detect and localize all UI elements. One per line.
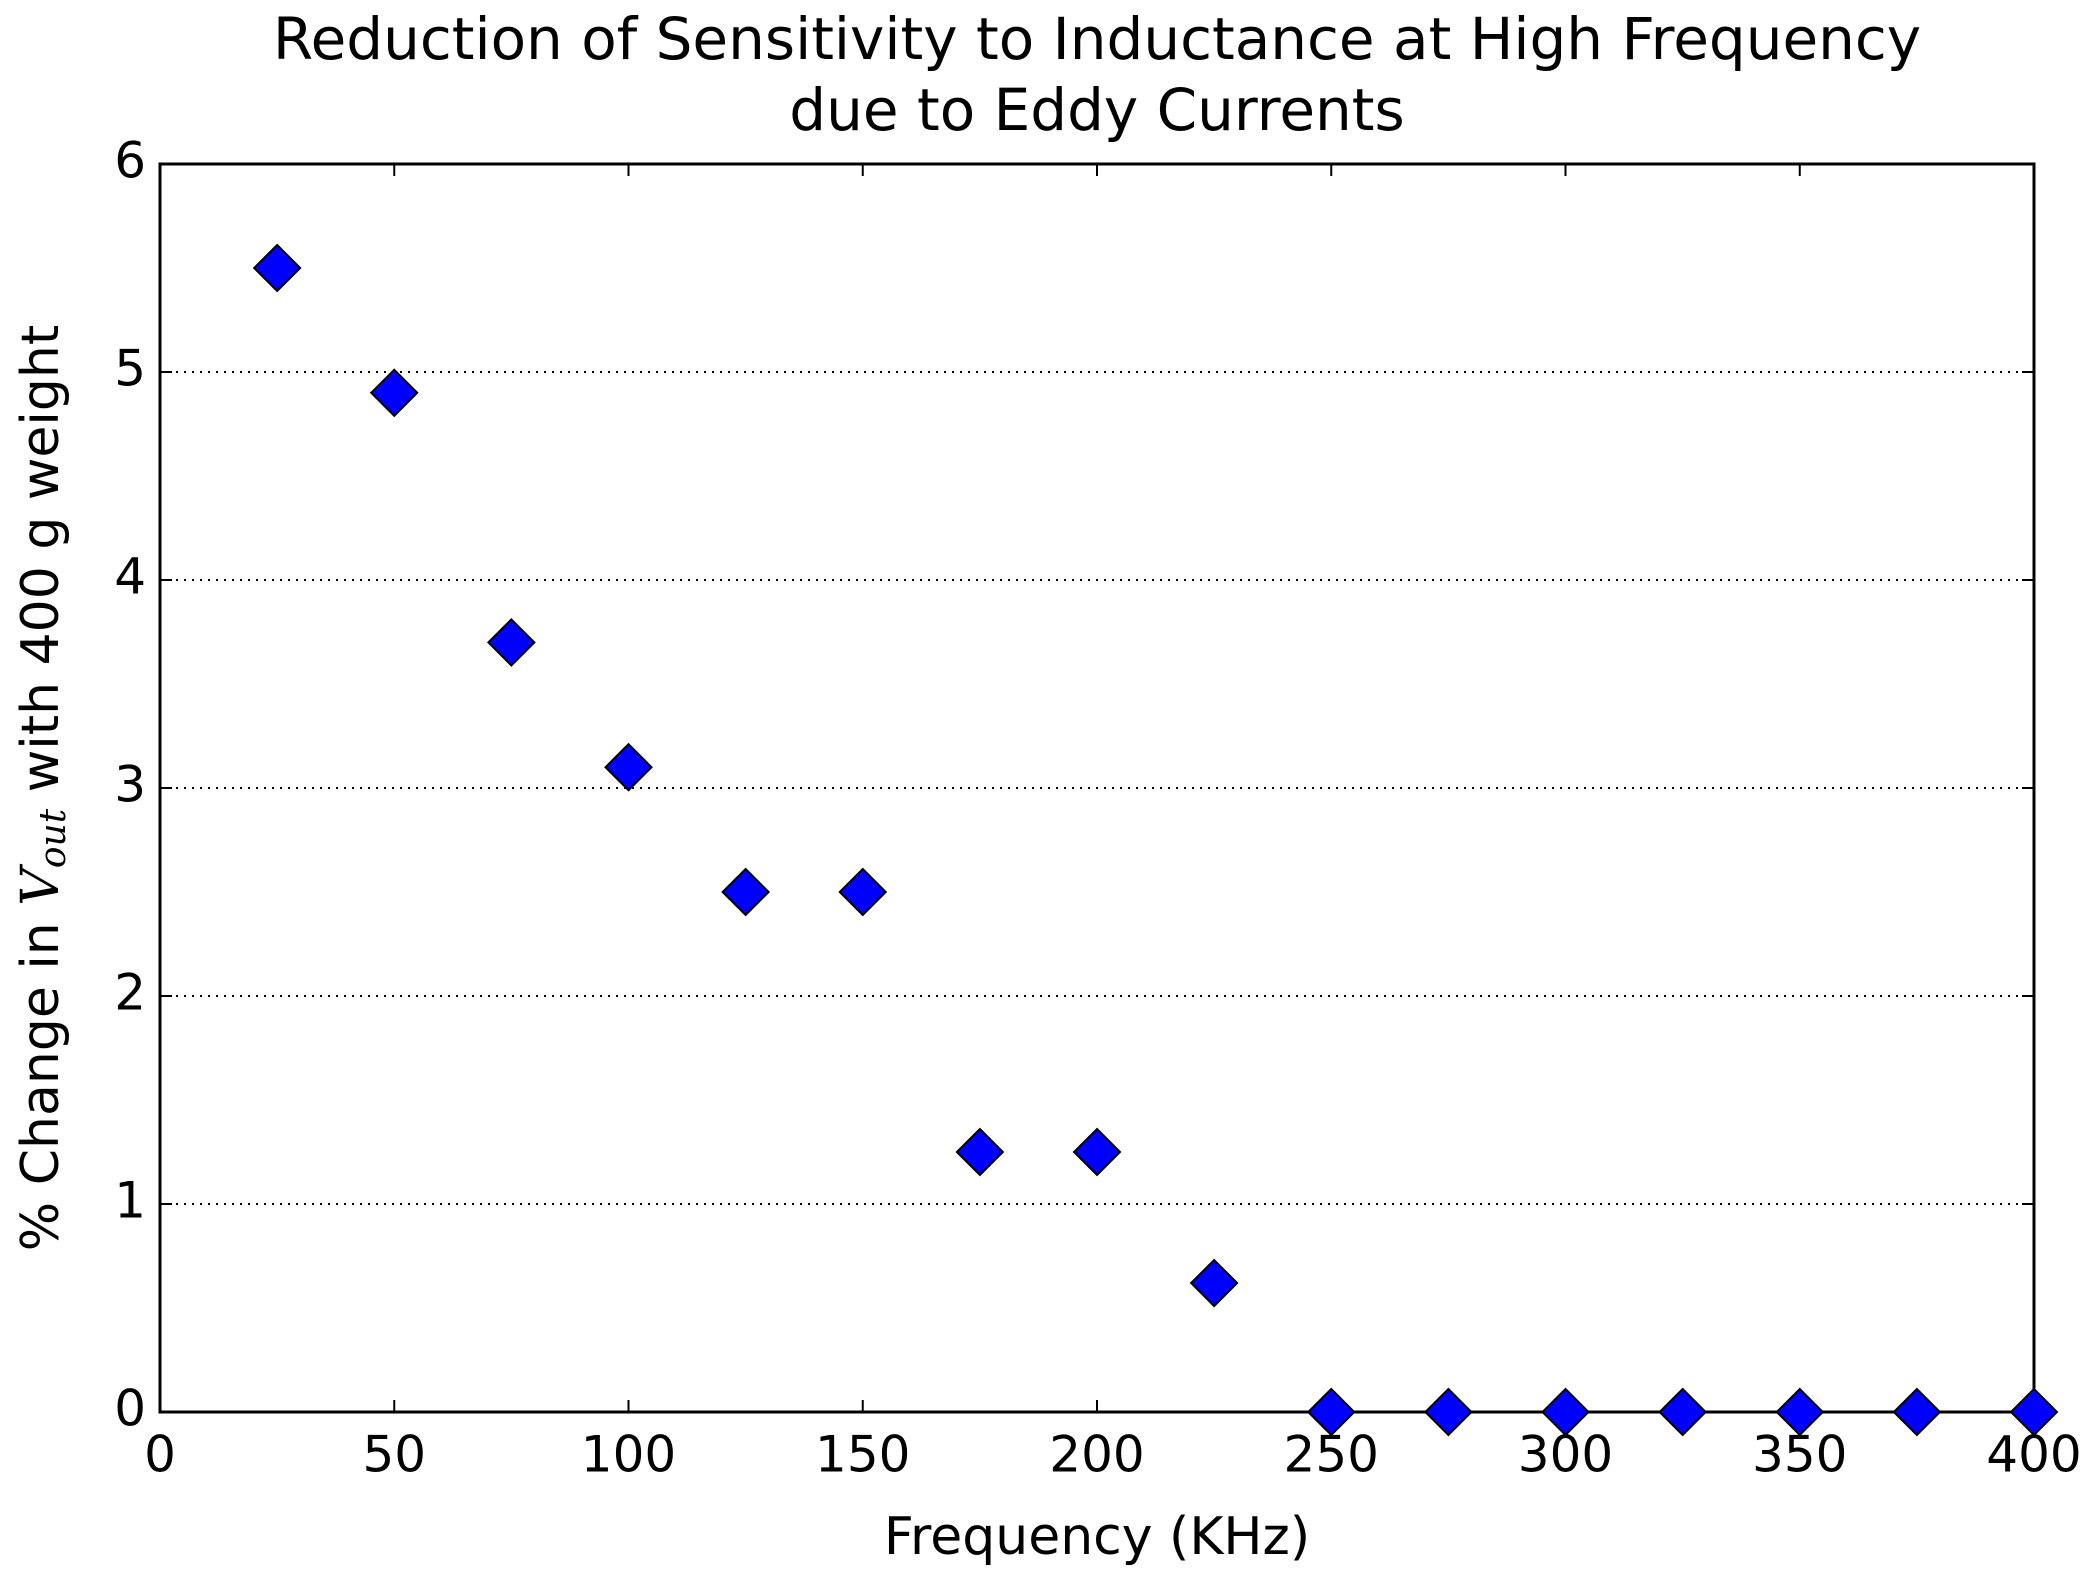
point [2009,1387,2059,1437]
point [838,867,888,917]
point [604,742,653,792]
y-label-part: with 400 g weight [11,325,71,809]
x-tick-label: 50 [362,1426,426,1484]
y-tick-label: 2 [114,964,146,1022]
y-tick-label: 5 [114,340,146,398]
chart-title: Reduction of Sensitivity to Inductance a… [273,5,1921,73]
y-tick-label: 1 [114,1172,146,1230]
y-tick-label: 4 [114,548,146,606]
point [1189,1258,1239,1308]
point [955,1127,1005,1177]
point [486,617,536,667]
point [1541,1387,1590,1437]
point [1423,1387,1473,1437]
x-tick-label: 150 [815,1426,910,1484]
y-axis-label: % Change in Vout with 400 g weight [11,325,75,1251]
y-label-part: % Change in [11,906,71,1252]
point [1892,1387,1942,1437]
chart-title: due to Eddy Currents [789,76,1404,144]
point [369,368,419,418]
x-tick-label: 0 [144,1426,176,1484]
point [252,243,302,293]
x-tick-label: 100 [581,1426,676,1484]
plot-frame [158,162,2036,1414]
y-label-part: out [33,808,74,868]
y-tick-label: 0 [114,1380,146,1438]
y-label-part: V [11,864,71,906]
x-axis-label: Frequency (KHz) [884,1507,1310,1567]
point [721,867,771,917]
y-tick-label: 6 [114,132,146,190]
x-tick-label: 200 [1049,1426,1144,1484]
point [1072,1127,1122,1177]
point [1658,1387,1708,1437]
point [1306,1387,1356,1437]
point [1775,1387,1825,1437]
y-tick-label: 3 [114,756,146,814]
